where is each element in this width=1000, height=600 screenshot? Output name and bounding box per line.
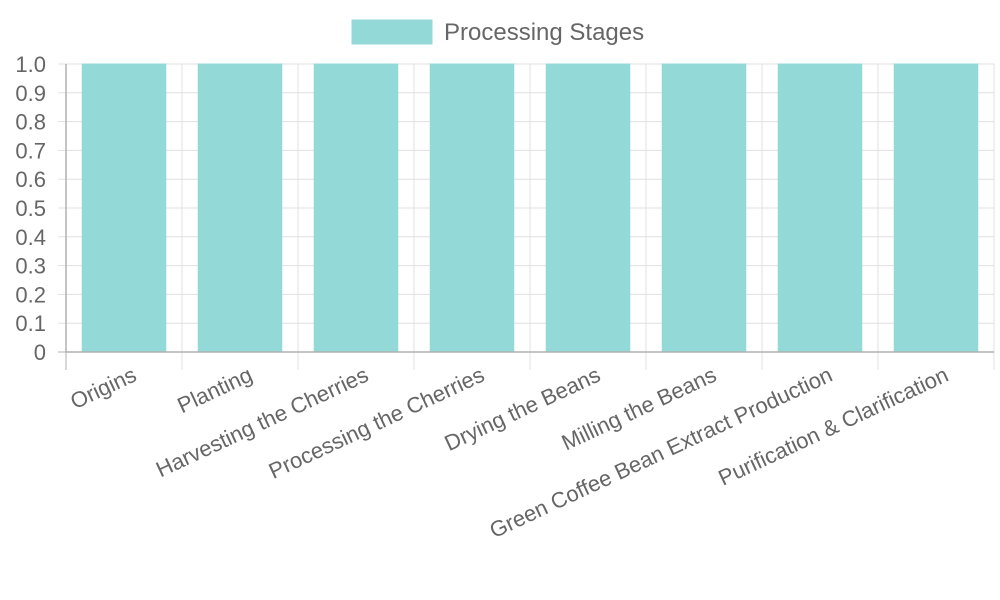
bar[interactable] xyxy=(661,63,747,353)
legend-label-processing-stages[interactable]: Processing Stages xyxy=(444,19,644,46)
y-tick-label: 0.2 xyxy=(15,282,46,307)
x-tick-label: Planting xyxy=(173,362,256,418)
y-tick-label: 0 xyxy=(34,340,46,365)
bars-layer xyxy=(81,63,979,353)
y-tick-label: 0.7 xyxy=(15,138,46,163)
bar[interactable] xyxy=(197,63,283,353)
y-tick-label: 1.0 xyxy=(15,52,46,77)
legend[interactable]: Processing Stages xyxy=(351,19,644,46)
x-tick-label: Origins xyxy=(66,362,140,414)
y-tick-label: 0.4 xyxy=(15,225,46,250)
bar[interactable] xyxy=(313,63,399,353)
y-tick-label: 0.1 xyxy=(15,311,46,336)
y-tick-label: 0.9 xyxy=(15,81,46,106)
bar[interactable] xyxy=(429,63,515,353)
bar[interactable] xyxy=(893,63,979,353)
y-tick-label: 0.6 xyxy=(15,167,46,192)
legend-swatch[interactable] xyxy=(351,19,433,45)
bar[interactable] xyxy=(777,63,863,353)
x-tick-label: Processing the Cherries xyxy=(265,362,488,484)
y-tick-label: 0.3 xyxy=(15,254,46,279)
x-tick-label: Harvesting the Cherries xyxy=(152,362,372,482)
y-tick-label: 0.8 xyxy=(15,110,46,135)
y-tick-label: 0.5 xyxy=(15,196,46,221)
bar[interactable] xyxy=(545,63,631,353)
bar[interactable] xyxy=(81,63,167,353)
